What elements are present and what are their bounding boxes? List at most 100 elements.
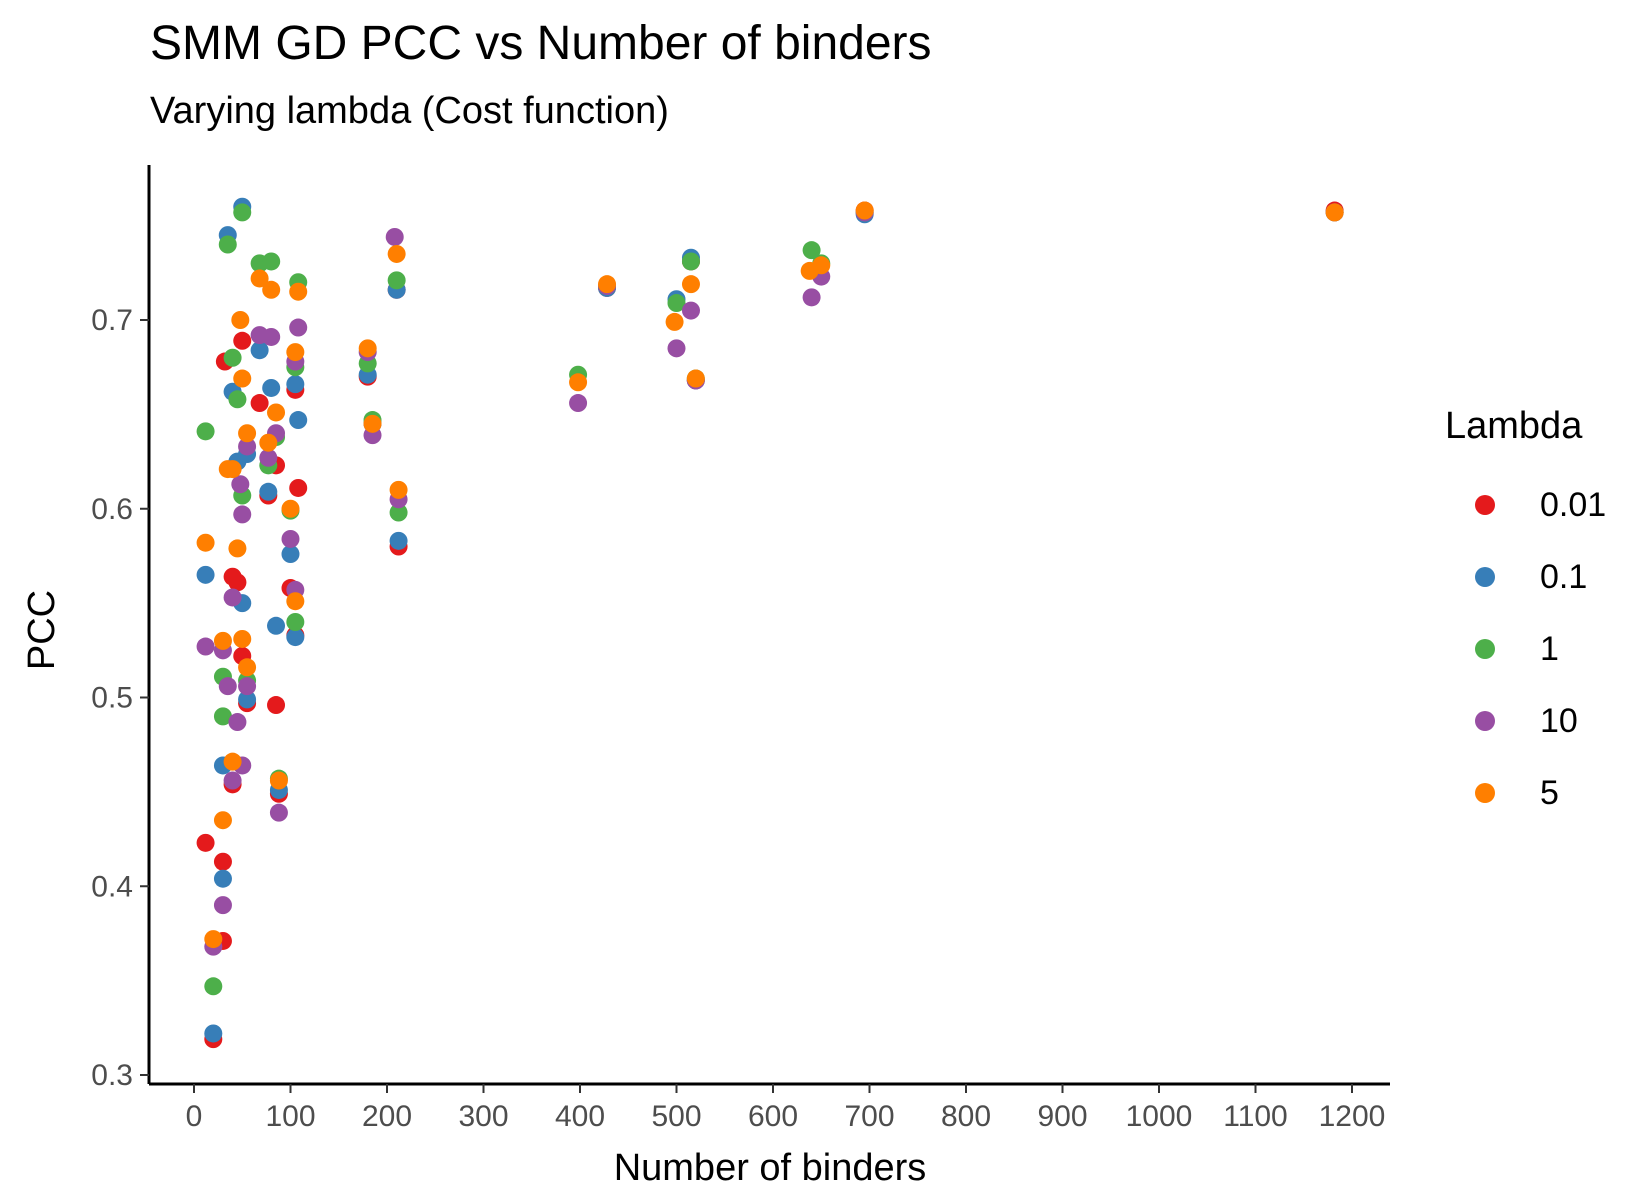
y-axis-ticks: 0.3 0.4 0.5 0.6 0.7 [91,304,149,1092]
data-point [196,637,215,656]
x-axis-ticks: 0 100 200 300 400 500 600 700 800 900 1000 1100 1200 [186,1084,1386,1133]
data-point [363,414,382,433]
y-tick-label: 0.7 [91,304,133,337]
data-point [286,375,305,394]
series-5 [196,201,1344,949]
data-point [389,531,408,550]
data-point [269,803,288,822]
x-tick-label: 1000 [1126,1100,1193,1133]
data-point [665,312,684,331]
data-point [259,448,278,467]
x-tick-label: 900 [1037,1100,1087,1133]
legend-item: 1 [1445,620,1582,692]
data-point [218,235,237,254]
data-point [223,588,242,607]
data-point [267,696,286,715]
data-point [213,869,232,888]
legend: Lambda 0.01 0.1 1 10 5 [1445,405,1606,836]
data-point [262,252,281,271]
data-point [686,369,705,388]
x-axis-title: Number of binders [614,1147,927,1189]
data-point [802,241,821,260]
legend-key-dot [1475,711,1495,731]
data-point [196,533,215,552]
data-point [223,348,242,367]
data-point [855,201,874,220]
x-tick-label: 400 [555,1100,605,1133]
data-point [233,629,252,648]
data-point [233,203,252,222]
legend-label: 10 [1540,702,1578,740]
data-point [387,271,406,290]
data-point [196,565,215,584]
data-point [267,403,286,422]
data-point [569,373,588,392]
x-tick-label: 600 [748,1100,798,1133]
data-point [385,227,404,246]
data-point [667,294,686,313]
chart-subtitle: Varying lambda (Cost function) [150,90,669,132]
data-points [196,197,1344,1049]
x-tick-label: 0 [186,1100,203,1133]
data-point [262,327,281,346]
y-axis-title: PCC [21,590,63,670]
data-point [233,369,252,388]
data-point [223,460,242,479]
y-tick-label: 0.3 [91,1059,133,1092]
data-point [569,394,588,413]
data-point [213,631,232,650]
data-point [681,252,700,271]
data-point [389,480,408,499]
data-point [223,771,242,790]
series-0-1 [196,197,1344,1043]
chart-title: SMM GD PCC vs Number of binders [150,17,932,70]
data-point [286,613,305,631]
y-tick-label: 0.4 [91,870,133,903]
data-point [213,707,232,726]
data-point [231,311,250,329]
data-point [233,505,252,524]
data-point [238,677,257,696]
legend-items: 0.01 0.1 1 10 5 [1445,476,1606,836]
x-tick-label: 1200 [1319,1100,1386,1133]
data-point [196,833,215,852]
data-point [281,529,300,548]
data-point [802,288,821,307]
data-point [238,658,257,677]
legend-item: 0.01 [1445,476,1606,548]
data-point [228,713,247,732]
data-point [218,677,237,696]
x-tick-label: 100 [265,1100,315,1133]
legend-key-dot [1475,639,1495,659]
data-point [262,378,281,397]
data-point [196,422,215,441]
data-point [250,269,269,288]
series-10 [196,203,1344,956]
x-tick-label: 500 [651,1100,701,1133]
data-point [269,771,288,790]
data-point [238,424,257,443]
legend-label: 0.01 [1540,486,1607,524]
data-point [213,896,232,915]
data-point [231,475,250,494]
y-tick-label: 0.6 [91,493,133,526]
data-point [213,852,232,871]
data-point [228,539,247,558]
x-tick-label: 700 [844,1100,894,1133]
data-point [598,275,617,294]
data-point [681,275,700,294]
data-point [250,341,269,360]
data-point [223,752,242,771]
data-point [286,343,305,362]
data-point [289,318,308,337]
data-point [228,390,247,409]
data-point [204,977,223,996]
x-tick-label: 800 [941,1100,991,1133]
data-point [812,256,831,275]
data-point [228,573,247,592]
data-point [281,545,300,564]
data-point [204,1024,223,1043]
legend-key-dot [1475,783,1495,803]
legend-title: Lambda [1445,405,1583,447]
